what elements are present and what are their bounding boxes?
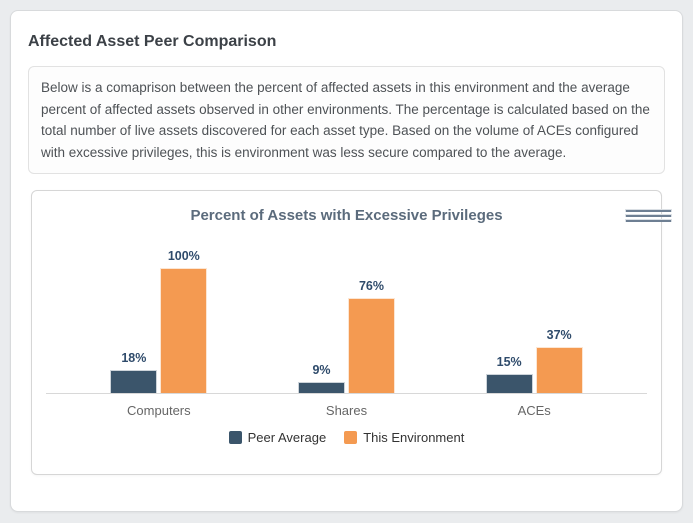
bar-column: 37%: [535, 328, 583, 393]
data-label: 76%: [358, 279, 385, 293]
category-label-shares: Shares: [325, 403, 368, 418]
bars-aces: 15% 37%: [485, 243, 583, 393]
bars-computers: 18% 100%: [110, 243, 208, 393]
data-label: 9%: [312, 363, 331, 377]
bar-this-environment[interactable]: [160, 268, 208, 393]
legend-item-peer-average[interactable]: Peer Average: [228, 430, 327, 445]
description-text: Below is a comaprison between the percen…: [41, 80, 650, 160]
data-label: 15%: [496, 355, 522, 369]
bar-peer-average[interactable]: [298, 382, 345, 393]
bar-peer-average[interactable]: [110, 370, 158, 393]
bar-peer-average[interactable]: [485, 374, 533, 393]
bars-shares: 9% 76%: [298, 243, 395, 393]
data-label: 37%: [546, 328, 572, 342]
hamburger-bar: [625, 213, 672, 217]
bar-group-computers: 18% 100%: [65, 243, 253, 393]
legend-label: Peer Average: [247, 430, 327, 445]
data-label: 100%: [167, 249, 200, 263]
bar-column: 9%: [298, 363, 345, 393]
x-axis-line: [46, 393, 647, 394]
category-label-aces: ACEs: [517, 403, 551, 418]
hamburger-menu-icon[interactable]: [623, 204, 672, 226]
bar-this-environment[interactable]: [348, 298, 395, 393]
bar-column: 15%: [485, 355, 533, 393]
bar-group-shares: 9% 76%: [253, 243, 441, 393]
hamburger-bar: [625, 218, 672, 222]
legend-swatch: [344, 431, 358, 444]
bar-group-aces: 15% 37%: [440, 243, 628, 393]
bar-this-environment[interactable]: [535, 347, 583, 393]
legend-item-this-environment[interactable]: This Environment: [344, 430, 464, 445]
page-title: Affected Asset Peer Comparison: [28, 33, 277, 50]
bar-column: 100%: [160, 249, 208, 393]
category-label-computers: Computers: [127, 403, 191, 418]
bars-row: 18% 100% 9% 76% 15% 37%: [65, 243, 628, 393]
legend-swatch: [228, 431, 242, 444]
chart-legend: Peer Average This Environment: [46, 430, 647, 445]
affected-asset-peer-comparison-card: Affected Asset Peer Comparison Below is …: [10, 10, 683, 512]
chart-title: Percent of Assets with Excessive Privile…: [190, 207, 503, 224]
bar-column: 18%: [110, 351, 158, 393]
data-label: 18%: [121, 351, 147, 365]
description-box: Below is a comaprison between the percen…: [28, 66, 665, 174]
legend-label: This Environment: [363, 430, 465, 445]
chart-card: Percent of Assets with Excessive Privile…: [31, 190, 672, 475]
hamburger-bar: [625, 208, 672, 212]
chart-header: Percent of Assets with Excessive Privile…: [46, 203, 672, 243]
category-labels-row: Computers Shares ACEs: [65, 393, 628, 418]
chart-plot: 18% 100% 9% 76% 15% 37% Computers Shares ACEs: [46, 243, 647, 418]
bar-column: 76%: [348, 279, 395, 393]
